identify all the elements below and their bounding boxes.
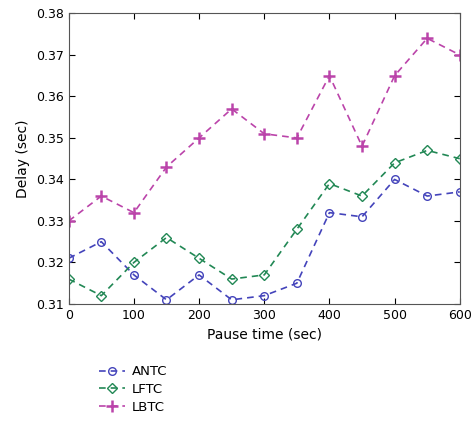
Line: ANTC: ANTC [65, 176, 464, 304]
ANTC [99, 239, 104, 245]
ANTC [131, 272, 137, 278]
Y-axis label: Delay (sec): Delay (sec) [17, 119, 30, 198]
ANTC [359, 214, 365, 219]
ANTC [424, 194, 430, 199]
LFTC [359, 194, 365, 199]
ANTC [392, 177, 397, 182]
LFTC [66, 276, 72, 282]
LFTC [457, 156, 463, 161]
LFTC [229, 276, 235, 282]
LFTC [262, 272, 267, 278]
ANTC [327, 210, 332, 215]
LFTC [392, 160, 397, 165]
LFTC [131, 260, 137, 265]
Line: LFTC: LFTC [65, 147, 464, 299]
Line: LBTC: LBTC [63, 33, 465, 227]
LBTC [294, 135, 300, 141]
LFTC [424, 148, 430, 153]
LBTC [229, 106, 235, 112]
LFTC [327, 181, 332, 186]
ANTC [229, 297, 235, 303]
Legend: ANTC, LFTC, LBTC: ANTC, LFTC, LBTC [95, 362, 171, 417]
LBTC [392, 73, 397, 78]
ANTC [196, 272, 202, 278]
LBTC [424, 36, 430, 41]
ANTC [457, 189, 463, 194]
LBTC [457, 52, 463, 58]
LBTC [131, 210, 137, 215]
LBTC [99, 194, 104, 199]
LBTC [359, 143, 365, 149]
X-axis label: Pause time (sec): Pause time (sec) [207, 327, 322, 342]
LFTC [164, 235, 169, 240]
LBTC [196, 135, 202, 141]
ANTC [66, 256, 72, 261]
LBTC [164, 164, 169, 170]
ANTC [262, 293, 267, 298]
LBTC [66, 218, 72, 224]
LBTC [262, 131, 267, 136]
LFTC [99, 293, 104, 298]
LFTC [294, 227, 300, 232]
ANTC [164, 297, 169, 303]
ANTC [294, 281, 300, 286]
LFTC [196, 256, 202, 261]
LBTC [327, 73, 332, 78]
